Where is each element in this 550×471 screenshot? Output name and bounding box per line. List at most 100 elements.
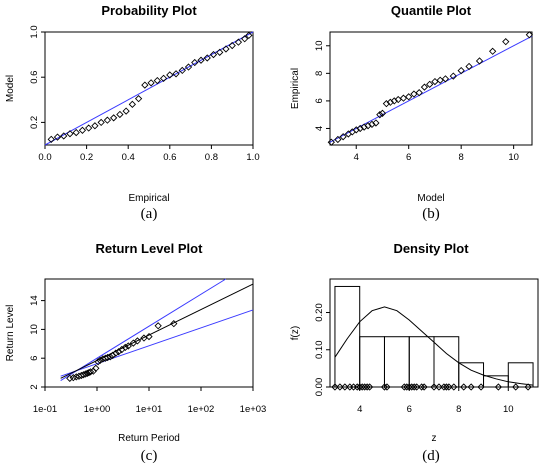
data-point-1 [372, 119, 380, 127]
x-tick-label-3: 10 [503, 404, 514, 415]
data-point-0 [184, 63, 193, 71]
data-point-1 [449, 72, 457, 80]
rug-point [460, 383, 468, 391]
data-point-0 [116, 110, 124, 119]
data-point-0 [122, 107, 130, 115]
data-point-0 [209, 50, 218, 59]
panel-caption-1: (b) [422, 206, 440, 222]
data-point-0 [53, 133, 62, 141]
data-point-2 [109, 351, 117, 359]
histogram-bar [483, 375, 509, 388]
plot-frame-1 [329, 31, 533, 146]
data-point-0 [103, 116, 112, 124]
data-point-1 [352, 126, 360, 134]
data-point-0 [153, 76, 161, 85]
data-point-0 [97, 118, 105, 127]
data-point-1 [475, 57, 484, 65]
data-point-1 [334, 135, 342, 144]
rug-point [445, 383, 453, 391]
y-tick-label-0: 0.6 [29, 71, 40, 84]
x-tick-label-2: 1e+03 [240, 404, 267, 415]
rug-point [408, 383, 416, 391]
data-point-0 [203, 54, 211, 62]
rug-point [442, 383, 451, 391]
data-point-0 [178, 66, 186, 75]
y-tick-label-2: 10 [29, 324, 40, 335]
data-point-2 [121, 343, 129, 352]
data-point-1 [410, 90, 418, 98]
data-point-2 [124, 342, 132, 350]
y-tick-label-2: 6 [29, 356, 40, 361]
rug-point [383, 383, 391, 391]
data-point-1 [378, 109, 387, 117]
rug-point [365, 383, 374, 391]
data-point-1 [457, 66, 465, 75]
data-point-1 [356, 124, 364, 133]
y-tick-label-1: 10 [314, 40, 325, 51]
data-point-2 [96, 356, 104, 364]
y-tick-label-2: 2 [29, 384, 40, 389]
data-point-0 [128, 100, 136, 108]
x-tick-label-3: 4 [357, 404, 362, 415]
data-point-2 [66, 374, 74, 382]
data-point-2 [86, 368, 95, 376]
histogram-bar [408, 336, 435, 388]
chart-title-1: Quantile Plot [391, 3, 472, 18]
chart-title-0: Probability Plot [101, 3, 197, 18]
rug-point [450, 383, 458, 391]
data-point-2 [92, 364, 100, 372]
data-point-1 [390, 97, 398, 105]
rug-point [417, 383, 426, 391]
data-point-0 [159, 74, 168, 82]
rug-point [467, 383, 475, 391]
reference-line-1 [329, 35, 533, 143]
x-tick-label-2: 1e-01 [33, 404, 57, 415]
data-point-0 [78, 126, 87, 134]
data-point-0 [228, 41, 236, 50]
y-axis-label-1: Empirical [290, 68, 301, 109]
x-tick-label-2: 1e+02 [188, 404, 215, 415]
data-point-2 [106, 353, 114, 361]
data-point-1 [465, 62, 473, 71]
x-tick-label-1: 8 [459, 152, 464, 163]
data-point-0 [191, 58, 199, 67]
panel-caption-0: (a) [141, 206, 158, 222]
data-point-1 [441, 75, 450, 83]
y-axis-label-2: Return Level [5, 305, 16, 362]
rug-point [358, 383, 366, 391]
y-tick-label-2: 14 [29, 295, 40, 306]
x-tick-label-1: 4 [354, 152, 359, 163]
rug-point [341, 383, 349, 391]
rug-point [336, 383, 344, 391]
y-axis-label-3: f(z) [290, 326, 301, 340]
panel-caption-3: (d) [422, 448, 440, 464]
data-point-0 [141, 81, 149, 89]
x-tick-label-0: 0.4 [122, 152, 135, 163]
data-point-0 [134, 95, 143, 103]
data-point-0 [110, 114, 118, 122]
data-point-2 [170, 320, 178, 328]
data-point-0 [85, 124, 93, 132]
rug-point [405, 383, 413, 391]
y-tick-label-0: 1.0 [29, 25, 40, 38]
data-point-1 [436, 76, 444, 84]
data-point-1 [360, 123, 368, 131]
y-tick-label-3: 0.20 [314, 303, 325, 322]
chart-title-2: Return Level Plot [96, 241, 204, 256]
data-point-2 [145, 332, 153, 341]
histogram-bar [507, 362, 534, 388]
reference-line-0 [44, 31, 254, 146]
data-point-1 [368, 120, 376, 128]
x-tick-label-3: 8 [456, 404, 461, 415]
data-point-2 [83, 369, 91, 377]
rug-point [380, 383, 389, 391]
x-axis-label-1: Model [417, 193, 444, 204]
data-point-0 [172, 70, 180, 78]
rug-point [413, 383, 421, 391]
rug-point [477, 383, 485, 391]
y-tick-label-1: 8 [314, 71, 325, 76]
panel-caption-2: (c) [141, 448, 158, 464]
x-tick-label-0: 0.0 [38, 152, 51, 163]
data-point-1 [415, 88, 423, 97]
data-point-1 [399, 94, 408, 102]
